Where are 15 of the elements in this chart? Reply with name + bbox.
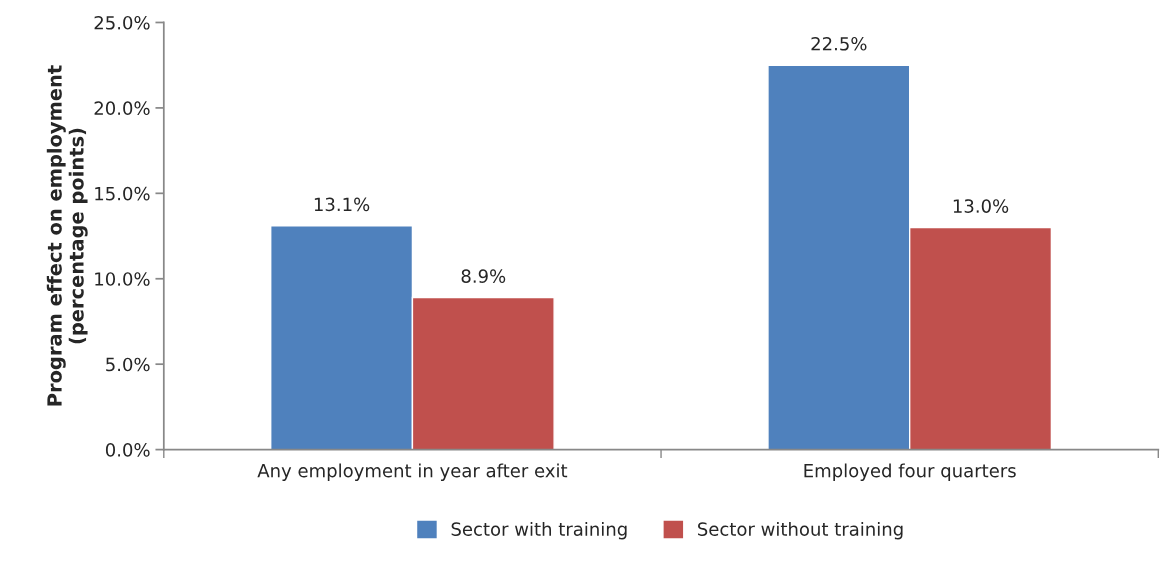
data-label: 8.9% bbox=[461, 269, 506, 283]
data-label: 13.0% bbox=[953, 199, 1009, 213]
legend-label: Sector without training bbox=[698, 521, 903, 540]
y-axis-title: Program effect on employment (percentage points) bbox=[46, 65, 88, 406]
y-tick-label: 20.0% bbox=[94, 101, 150, 116]
y-tick-label: 10.0% bbox=[95, 272, 150, 286]
y-tick-label: 5.0% bbox=[106, 357, 150, 372]
data-label: 13.1% bbox=[314, 197, 370, 212]
y-tick-label: 0.0% bbox=[105, 443, 150, 457]
y-tick-label: 25.0% bbox=[94, 15, 150, 30]
y-tick-label: 15.0% bbox=[95, 186, 150, 201]
x-tick-label: Employed four quarters bbox=[804, 463, 1016, 481]
data-label: 22.5% bbox=[811, 36, 867, 51]
x-tick-label: Any employment in year after exit bbox=[257, 463, 568, 481]
legend-label: Sector with training bbox=[451, 521, 627, 540]
